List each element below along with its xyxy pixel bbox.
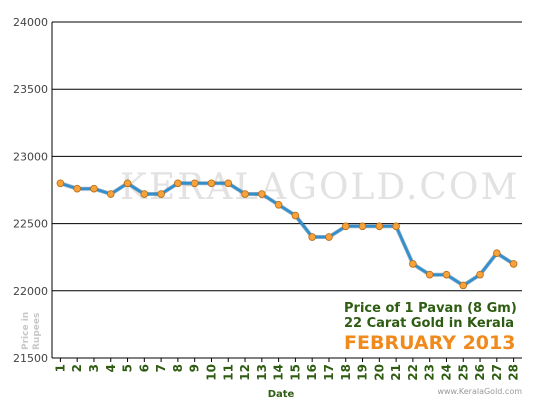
data-point bbox=[358, 222, 367, 231]
data-point bbox=[207, 179, 216, 188]
y-tick-label: 22000 bbox=[13, 285, 48, 298]
data-point bbox=[190, 179, 199, 188]
y-tick-label: 22500 bbox=[13, 218, 48, 231]
data-point bbox=[409, 260, 417, 268]
caption-month: FEBRUARY 2013 bbox=[344, 332, 515, 354]
watermark-text: KERALAGOLD.COM bbox=[120, 167, 519, 208]
caption-title: Price of 1 Pavan (8 Gm) 22 Carat Gold in … bbox=[344, 301, 517, 331]
x-tick-label: 17 bbox=[322, 364, 336, 381]
data-point bbox=[375, 222, 384, 231]
data-point bbox=[291, 211, 300, 220]
x-tick-label: 28 bbox=[507, 364, 521, 381]
x-tick-label: 11 bbox=[221, 364, 235, 381]
data-point bbox=[308, 233, 316, 241]
x-tick-label: 4 bbox=[104, 364, 118, 372]
x-tick-label: 1 bbox=[53, 364, 67, 372]
x-tick-label: 26 bbox=[473, 364, 487, 381]
x-tick-label: 8 bbox=[171, 364, 185, 372]
x-axis-title: Date bbox=[268, 389, 295, 400]
data-point bbox=[224, 179, 233, 188]
x-tick-label: 22 bbox=[406, 364, 420, 381]
series-line bbox=[60, 182, 515, 287]
x-tick-label: 21 bbox=[389, 364, 403, 381]
data-point bbox=[174, 179, 182, 188]
x-tick-label: 7 bbox=[154, 364, 168, 372]
data-point bbox=[90, 184, 98, 193]
data-point bbox=[442, 270, 451, 279]
x-tick-label: 18 bbox=[339, 364, 353, 381]
credit-text: www.KeralaGold.com bbox=[437, 387, 522, 396]
y-tick-label: 21500 bbox=[13, 352, 48, 365]
data-point bbox=[140, 190, 149, 198]
data-point bbox=[241, 190, 249, 198]
data-point bbox=[73, 184, 81, 193]
data-point bbox=[56, 179, 65, 188]
y-tick-label: 23000 bbox=[13, 150, 48, 163]
x-tick-label: 6 bbox=[137, 364, 151, 372]
data-point bbox=[123, 179, 132, 188]
x-tick-label: 12 bbox=[238, 364, 252, 381]
x-tick-label: 19 bbox=[356, 364, 370, 381]
data-point bbox=[325, 233, 333, 241]
x-tick-label: 14 bbox=[272, 364, 286, 381]
x-tick-label: 13 bbox=[255, 364, 269, 381]
x-tick-label: 5 bbox=[121, 364, 135, 372]
y-axis-title: Price inRupees bbox=[21, 312, 42, 350]
data-point bbox=[258, 190, 266, 198]
data-point bbox=[493, 249, 501, 257]
x-tick-label: 15 bbox=[288, 364, 302, 381]
x-tick-label: 25 bbox=[456, 364, 470, 381]
x-tick-label: 3 bbox=[87, 364, 101, 372]
data-point bbox=[106, 190, 115, 198]
x-tick-label: 2 bbox=[70, 364, 84, 372]
x-tick-label: 23 bbox=[423, 364, 437, 381]
data-point bbox=[425, 270, 434, 279]
data-point bbox=[459, 281, 468, 290]
x-tick-label: 24 bbox=[439, 364, 453, 381]
data-point bbox=[509, 260, 518, 268]
y-tick-label: 23500 bbox=[13, 83, 48, 96]
x-tick-label: 27 bbox=[490, 364, 504, 381]
data-point bbox=[476, 270, 484, 279]
x-tick-label: 16 bbox=[305, 364, 319, 381]
x-tick-label: 10 bbox=[204, 364, 218, 381]
data-point bbox=[392, 222, 400, 231]
data-point bbox=[274, 200, 283, 209]
y-tick-label: 24000 bbox=[13, 16, 48, 29]
x-tick-label: 20 bbox=[372, 364, 386, 381]
data-point bbox=[341, 222, 350, 231]
x-tick-label: 9 bbox=[188, 364, 202, 372]
data-point bbox=[157, 190, 165, 198]
